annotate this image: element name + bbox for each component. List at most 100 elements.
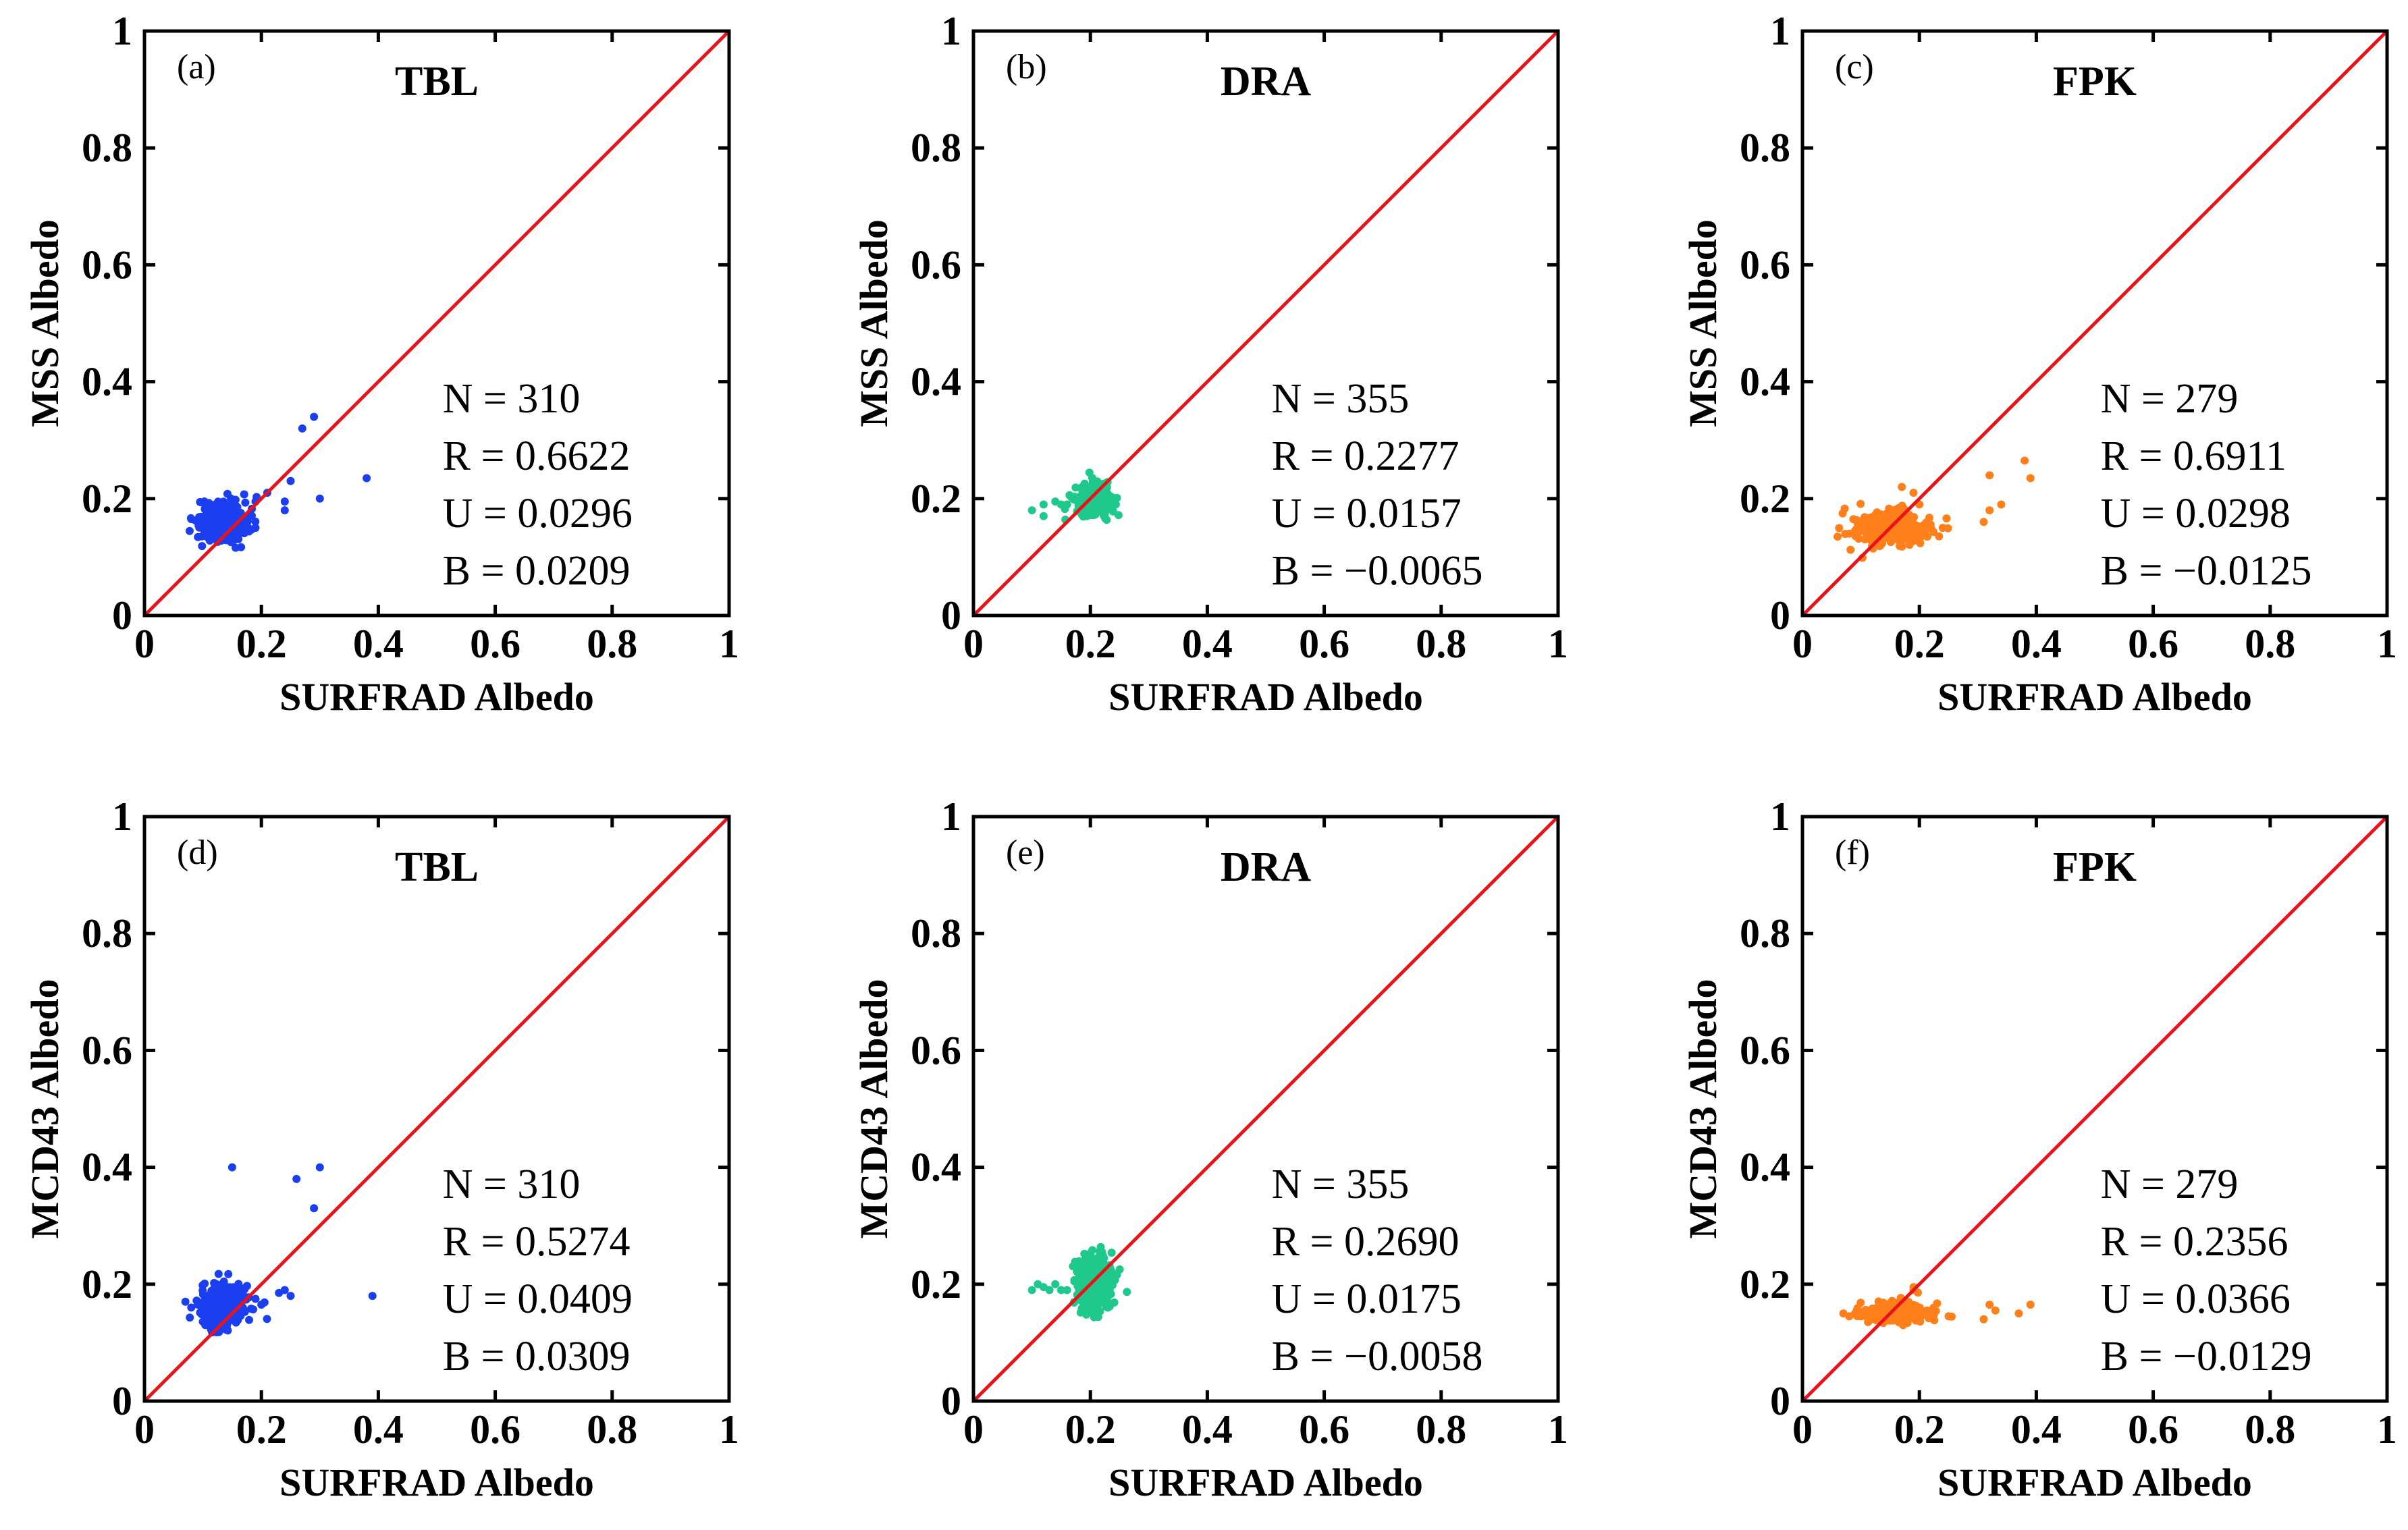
scatter-points — [1839, 1283, 2035, 1330]
scatter-point — [214, 1269, 223, 1278]
scatter-points — [1027, 1242, 1131, 1321]
scatter-point — [1979, 518, 1988, 526]
scatter-point — [1849, 515, 1858, 524]
scatter-point — [1056, 500, 1065, 509]
stat-line: R = 0.2690 — [1272, 1219, 1460, 1265]
scatter-point — [1098, 1286, 1106, 1295]
panel-label: (b) — [1006, 48, 1047, 86]
y-tick-label: 0.8 — [1740, 911, 1790, 956]
y-axis-title: MSS Albedo — [1681, 219, 1725, 427]
x-tick-label: 0.2 — [1894, 1407, 1945, 1452]
panel-e: 00 0.2 0.2 0.4 0.4 0.6 0.6 0.8 0.8 1 1 SURFRAD Albe… — [852, 794, 1568, 1504]
scatter-point — [1868, 1305, 1877, 1313]
y-tick-label: 0.4 — [82, 1145, 132, 1190]
x-tick-label: 0.4 — [353, 622, 404, 666]
scatter-point — [1110, 1298, 1119, 1307]
y-axis-title: MSS Albedo — [852, 219, 896, 427]
scatter-point — [1102, 1273, 1111, 1282]
scatter-point — [1867, 518, 1876, 527]
scatter-point — [1861, 535, 1869, 544]
scatter-point — [1911, 536, 1920, 545]
y-tick-label: 0.2 — [911, 476, 961, 521]
scatter-point — [224, 1269, 233, 1278]
y-tick-label: 0.4 — [82, 360, 132, 404]
y-tick-label: 0 — [112, 1379, 132, 1423]
scatter-point — [237, 543, 246, 551]
scatter-point — [1088, 1267, 1096, 1276]
scatter-point — [234, 1280, 243, 1288]
x-tick-label: 0.6 — [470, 1407, 520, 1452]
scatter-point — [280, 497, 289, 506]
scatter-point — [204, 1291, 213, 1300]
y-tick-label: 0.6 — [1740, 242, 1790, 287]
scatter-point — [1856, 499, 1865, 508]
y-tick-label: 1 — [112, 794, 132, 839]
x-tick-label: 0.6 — [1299, 1407, 1349, 1452]
x-tick-label: 0.8 — [1416, 622, 1466, 666]
x-tick-label: 0.8 — [587, 622, 637, 666]
y-tick-label: 0.8 — [911, 911, 961, 956]
scatter-point — [1834, 532, 1842, 541]
x-tick-label: 0.2 — [1065, 1407, 1116, 1452]
y-tick-label: 0.4 — [1740, 1145, 1790, 1190]
scatter-point — [1107, 1249, 1116, 1257]
x-tick-label: 0 — [963, 622, 984, 666]
scatter-point — [1092, 1306, 1100, 1315]
y-tick-label: 1 — [1770, 794, 1790, 839]
scatter-point — [1056, 1286, 1065, 1294]
y-tick-label: 0.2 — [82, 476, 132, 521]
scatter-point — [245, 1315, 253, 1324]
scatter-point — [286, 1292, 295, 1301]
x-tick-label: 1 — [2377, 1407, 2397, 1452]
scatter-point — [1071, 483, 1080, 492]
scatter-point — [1045, 1286, 1054, 1294]
scatter-point — [1115, 1265, 1124, 1274]
scatter-point — [205, 508, 214, 516]
scatter-point — [1864, 1317, 1873, 1326]
y-tick-label: 0.2 — [82, 1262, 132, 1307]
panel-label: (f) — [1835, 834, 1870, 872]
plot-frame — [1800, 29, 2389, 618]
scatter-point — [368, 1292, 377, 1301]
scatter-point — [1081, 1295, 1089, 1304]
y-tick-label: 0 — [941, 1379, 961, 1423]
stat-line: R = 0.5274 — [443, 1219, 631, 1265]
x-tick-label: 1 — [1548, 622, 1568, 666]
scatter-point — [192, 1296, 201, 1305]
scatter-point — [1877, 1305, 1886, 1313]
scatter-point — [1098, 508, 1107, 517]
scatter-point — [213, 1296, 221, 1305]
scatter-point — [251, 1294, 260, 1303]
x-tick-label: 0.4 — [2011, 1407, 2062, 1452]
scatter-point — [187, 1303, 196, 1312]
scatter-point — [200, 1279, 209, 1288]
stat-line: U = 0.0409 — [443, 1276, 633, 1322]
scatter-point — [1090, 1284, 1098, 1292]
scatter-point — [1985, 1301, 1994, 1309]
scatter-point — [217, 503, 226, 512]
y-tick-label: 0.6 — [1740, 1028, 1790, 1072]
y-tick-label: 0.4 — [1740, 360, 1790, 404]
one-to-one-line — [143, 815, 730, 1402]
x-tick-label: 0 — [1792, 622, 1813, 666]
x-tick-label: 1 — [719, 622, 739, 666]
panel-label: (d) — [177, 834, 218, 872]
y-axis-title: MSS Albedo — [23, 219, 67, 427]
site-title: TBL — [395, 59, 479, 105]
scatter-point — [1899, 521, 1908, 530]
scatter-points — [181, 1163, 377, 1337]
scatter-point — [1073, 1278, 1081, 1287]
scatter-point — [1090, 511, 1098, 520]
x-axis-title: SURFRAD Albedo — [1108, 1460, 1423, 1504]
panel-b: 00 0.2 0.2 0.4 0.4 0.6 0.6 0.8 0.8 1 1 SURFRAD Albe… — [852, 9, 1568, 719]
scatter-point — [194, 532, 203, 541]
scatter-point — [228, 1163, 236, 1172]
y-tick-label: 0.6 — [82, 242, 132, 287]
scatter-point — [2026, 1301, 2035, 1309]
scatter-point — [1114, 511, 1123, 520]
y-axis-title: MCD43 Albedo — [23, 979, 67, 1238]
scatter-point — [251, 517, 260, 526]
scatter-point — [1088, 1246, 1097, 1255]
y-tick-label: 0.2 — [1740, 476, 1790, 521]
scatter-point — [226, 501, 235, 510]
